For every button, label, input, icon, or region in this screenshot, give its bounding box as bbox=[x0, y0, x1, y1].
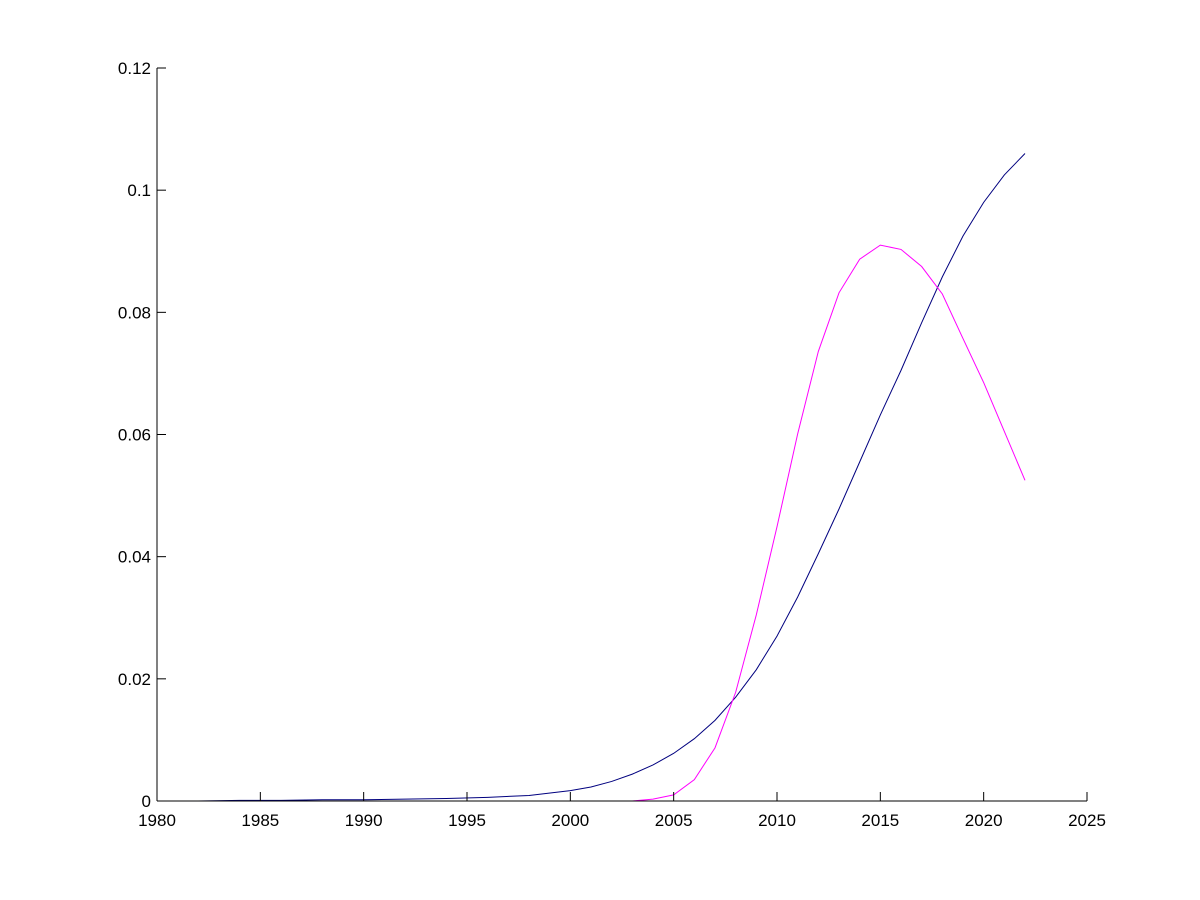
y-tick-label: 0.02 bbox=[118, 670, 151, 689]
x-tick-label: 1985 bbox=[241, 811, 279, 830]
x-tick-label: 2015 bbox=[861, 811, 899, 830]
y-tick-label: 0.08 bbox=[118, 303, 151, 322]
axes-layer: 1980 1985 1990 1995 2000 2005 2010 2015 2020 2025… bbox=[118, 59, 1106, 830]
series-line-2 bbox=[157, 244, 1026, 802]
x-tick-label: 1995 bbox=[448, 811, 486, 830]
y-tick-label: 0.1 bbox=[127, 181, 151, 200]
x-tick-label: 1990 bbox=[345, 811, 383, 830]
x-tick-label: 2000 bbox=[551, 811, 589, 830]
y-tick-label: 0.06 bbox=[118, 426, 151, 445]
series-line-1 bbox=[157, 153, 1026, 802]
series-layer bbox=[157, 153, 1026, 802]
y-tick-label: 0.04 bbox=[118, 548, 151, 567]
x-tick-label: 2010 bbox=[758, 811, 796, 830]
x-tick-label: 2020 bbox=[965, 811, 1003, 830]
x-tick-label: 1980 bbox=[138, 811, 176, 830]
y-tick-label: 0 bbox=[142, 792, 151, 811]
x-tick-label: 2005 bbox=[655, 811, 693, 830]
x-tick-label: 2025 bbox=[1068, 811, 1106, 830]
y-tick-label: 0.12 bbox=[118, 59, 151, 78]
